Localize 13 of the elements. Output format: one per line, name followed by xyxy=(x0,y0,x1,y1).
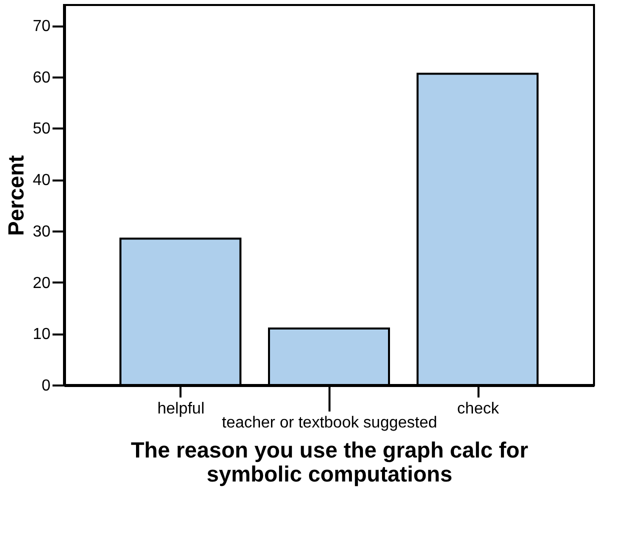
y-tick-label: 30 xyxy=(32,223,51,240)
x-axis-title: The reason you use the graph calc for symbolic computations xyxy=(130,438,529,486)
y-tick-label: 0 xyxy=(42,378,51,394)
x-tick-label: check xyxy=(457,400,500,418)
y-tick-label: 70 xyxy=(32,18,51,36)
y-axis-title: Percent xyxy=(4,154,29,236)
y-tick-label: 10 xyxy=(32,326,51,344)
x-tick-label: teacher or textbook suggested xyxy=(222,414,438,432)
y-tick-label: 20 xyxy=(32,274,51,292)
x-tick-label: helpful xyxy=(157,400,205,418)
y-tick-label: 50 xyxy=(32,120,51,138)
y-tick-label: 40 xyxy=(32,172,51,190)
y-tick-label: 60 xyxy=(32,69,51,86)
